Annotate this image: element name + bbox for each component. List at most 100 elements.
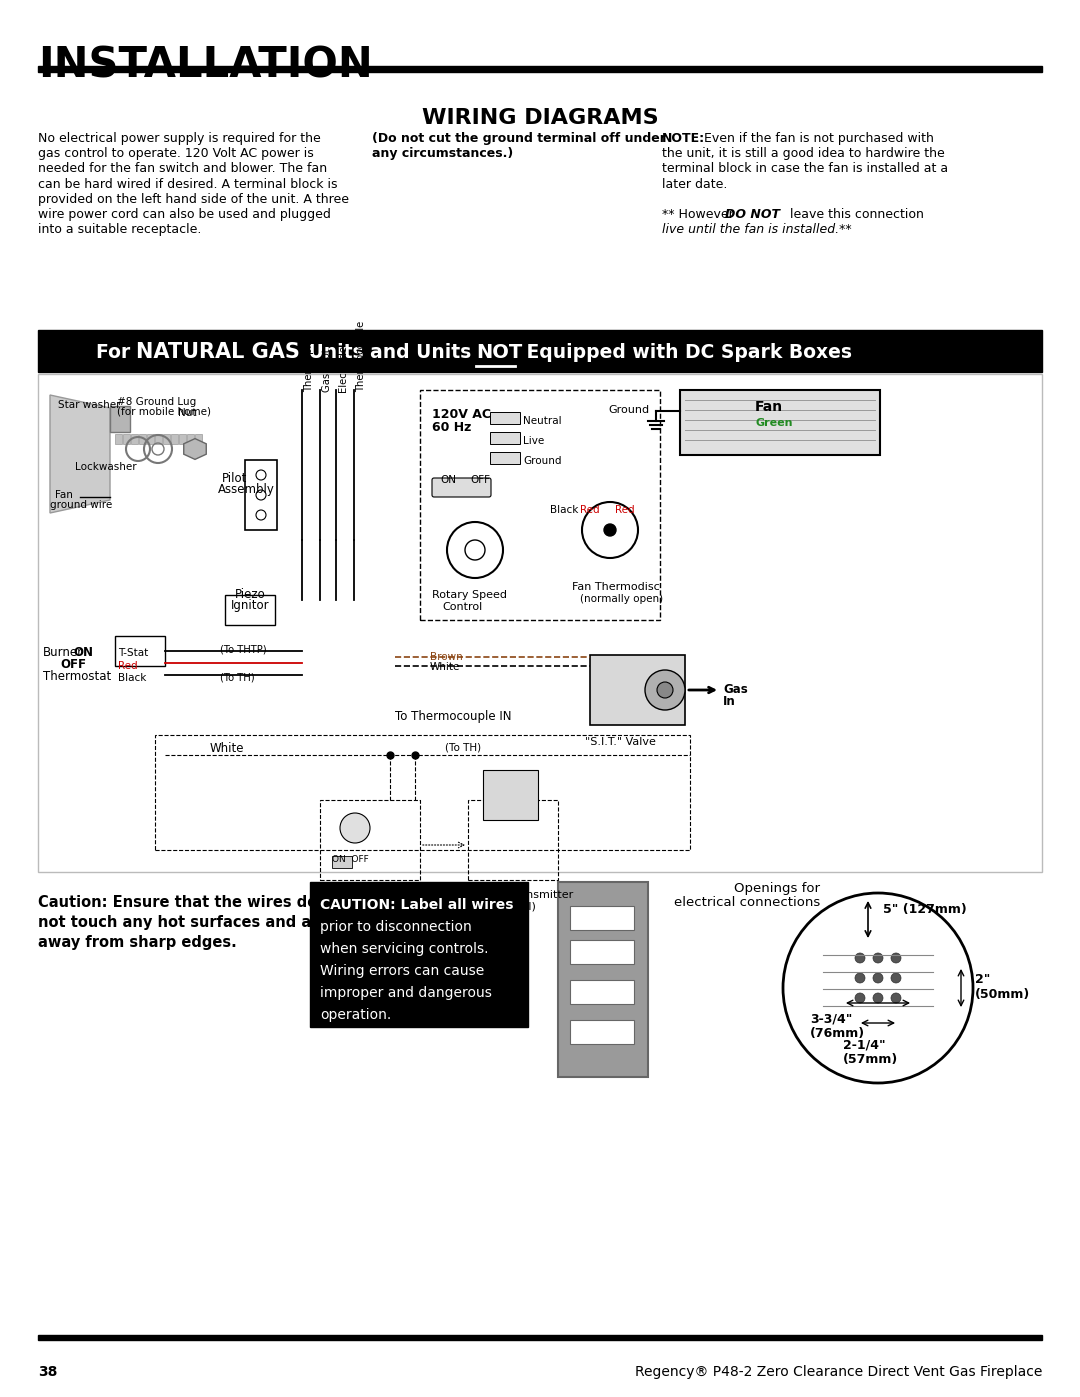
Text: Wiring errors can cause: Wiring errors can cause bbox=[320, 964, 484, 978]
Text: (normally open): (normally open) bbox=[580, 594, 663, 604]
Bar bbox=[38, 330, 1042, 372]
Text: DO NOT: DO NOT bbox=[725, 208, 780, 221]
Circle shape bbox=[891, 953, 901, 963]
Text: or Thermostat: or Thermostat bbox=[323, 902, 402, 912]
Text: Red: Red bbox=[580, 504, 599, 515]
Text: Equipped with DC Spark Boxes: Equipped with DC Spark Boxes bbox=[519, 342, 852, 362]
Text: Gas Pilot: Gas Pilot bbox=[322, 348, 332, 393]
Text: ** However: ** However bbox=[662, 208, 738, 221]
Circle shape bbox=[873, 972, 883, 983]
Text: WIRING DIAGRAMS: WIRING DIAGRAMS bbox=[421, 108, 659, 129]
Bar bbox=[570, 981, 634, 1004]
Circle shape bbox=[855, 972, 865, 983]
Text: Units and Units: Units and Units bbox=[302, 342, 477, 362]
Bar bbox=[179, 434, 186, 444]
Bar bbox=[114, 434, 122, 444]
Text: any circumstances.): any circumstances.) bbox=[372, 147, 513, 161]
Bar bbox=[245, 460, 276, 529]
Text: Remote Receiver: Remote Receiver bbox=[312, 890, 407, 900]
Bar bbox=[490, 432, 519, 444]
Bar bbox=[570, 1020, 634, 1044]
Text: For: For bbox=[96, 342, 137, 362]
Bar bbox=[123, 434, 130, 444]
Text: Pilot: Pilot bbox=[222, 472, 247, 485]
Text: Piezo: Piezo bbox=[234, 588, 266, 601]
Text: terminal block in case the fan is installed at a: terminal block in case the fan is instal… bbox=[662, 162, 948, 176]
Text: gas control to operate. 120 Volt AC power is: gas control to operate. 120 Volt AC powe… bbox=[38, 147, 314, 161]
Circle shape bbox=[604, 524, 616, 536]
Bar bbox=[490, 412, 519, 425]
Text: Even if the fan is not purchased with: Even if the fan is not purchased with bbox=[700, 131, 934, 145]
Text: In: In bbox=[723, 694, 735, 708]
FancyBboxPatch shape bbox=[432, 478, 491, 497]
Bar bbox=[225, 595, 275, 624]
Text: T-Stat: T-Stat bbox=[118, 648, 148, 658]
Text: later date.: later date. bbox=[662, 177, 727, 190]
Text: live until the fan is installed.**: live until the fan is installed.** bbox=[662, 224, 852, 236]
Text: Fan: Fan bbox=[55, 490, 72, 500]
Text: (To THTP): (To THTP) bbox=[220, 645, 267, 655]
Bar bbox=[483, 770, 538, 820]
Text: 2-1/4"
(57mm): 2-1/4" (57mm) bbox=[843, 1038, 899, 1066]
Polygon shape bbox=[50, 395, 110, 513]
Text: (To TH): (To TH) bbox=[220, 672, 255, 682]
Text: #8 Ground Lug: #8 Ground Lug bbox=[117, 397, 197, 407]
Bar bbox=[147, 434, 154, 444]
Text: Black: Black bbox=[550, 504, 579, 515]
Bar bbox=[38, 66, 1042, 73]
Text: needed for the fan switch and blower. The fan: needed for the fan switch and blower. Th… bbox=[38, 162, 327, 176]
Text: NOTE:: NOTE: bbox=[662, 131, 705, 145]
Text: Black: Black bbox=[118, 673, 147, 683]
Bar bbox=[590, 655, 685, 725]
Text: Assembly: Assembly bbox=[218, 483, 275, 496]
Text: provided on the left hand side of the unit. A three: provided on the left hand side of the un… bbox=[38, 193, 349, 205]
Text: CAUTION: Label all wires: CAUTION: Label all wires bbox=[320, 898, 513, 912]
Text: Live: Live bbox=[523, 436, 544, 446]
Circle shape bbox=[891, 993, 901, 1003]
Bar bbox=[680, 390, 880, 455]
Text: (Optional): (Optional) bbox=[480, 902, 536, 912]
Text: Neutral: Neutral bbox=[523, 416, 562, 426]
Bar bbox=[156, 434, 162, 444]
Text: ON  OFF: ON OFF bbox=[332, 855, 368, 863]
Bar bbox=[171, 434, 178, 444]
Bar bbox=[131, 434, 138, 444]
Text: Remote Transmitter: Remote Transmitter bbox=[463, 890, 573, 900]
Text: 60 Hz: 60 Hz bbox=[432, 420, 471, 434]
Text: 3-3/4"
(76mm): 3-3/4" (76mm) bbox=[810, 1011, 865, 1039]
Bar bbox=[332, 856, 352, 868]
Text: To Thermocouple IN: To Thermocouple IN bbox=[395, 710, 512, 724]
Circle shape bbox=[340, 813, 370, 842]
Text: Regency® P48-2 Zero Clearance Direct Vent Gas Fireplace: Regency® P48-2 Zero Clearance Direct Ven… bbox=[635, 1365, 1042, 1379]
Text: the unit, it is still a good idea to hardwire the: the unit, it is still a good idea to har… bbox=[662, 147, 945, 161]
Text: NATURAL GAS: NATURAL GAS bbox=[136, 342, 300, 362]
Bar bbox=[468, 800, 558, 880]
Text: can be hard wired if desired. A terminal block is: can be hard wired if desired. A terminal… bbox=[38, 177, 337, 190]
Text: (Millivolt) (Optional): (Millivolt) (Optional) bbox=[318, 914, 429, 923]
Text: 120V AC: 120V AC bbox=[432, 408, 491, 420]
Text: Rotary Speed: Rotary Speed bbox=[432, 590, 507, 599]
Text: prior to disconnection: prior to disconnection bbox=[320, 921, 472, 935]
Text: Thermostat: Thermostat bbox=[43, 671, 111, 683]
Text: Electrode: Electrode bbox=[338, 345, 348, 393]
Text: electrical connections: electrical connections bbox=[674, 895, 820, 909]
Circle shape bbox=[873, 993, 883, 1003]
Bar bbox=[558, 882, 648, 1077]
Text: Openings for: Openings for bbox=[734, 882, 820, 895]
Polygon shape bbox=[184, 439, 206, 460]
Circle shape bbox=[855, 993, 865, 1003]
Text: Burner: Burner bbox=[43, 645, 83, 659]
Circle shape bbox=[645, 671, 685, 710]
Bar bbox=[187, 434, 194, 444]
Text: into a suitable receptacle.: into a suitable receptacle. bbox=[38, 224, 201, 236]
Text: OFF: OFF bbox=[470, 475, 490, 485]
Text: away from sharp edges.: away from sharp edges. bbox=[38, 935, 237, 950]
Text: 38: 38 bbox=[38, 1365, 57, 1379]
Text: operation.: operation. bbox=[320, 1009, 391, 1023]
Bar bbox=[310, 882, 528, 1027]
Text: Ignitor: Ignitor bbox=[231, 599, 269, 612]
Bar bbox=[570, 907, 634, 930]
Text: Brown: Brown bbox=[430, 652, 462, 662]
Circle shape bbox=[657, 682, 673, 698]
Text: Thermocouple: Thermocouple bbox=[356, 321, 366, 393]
